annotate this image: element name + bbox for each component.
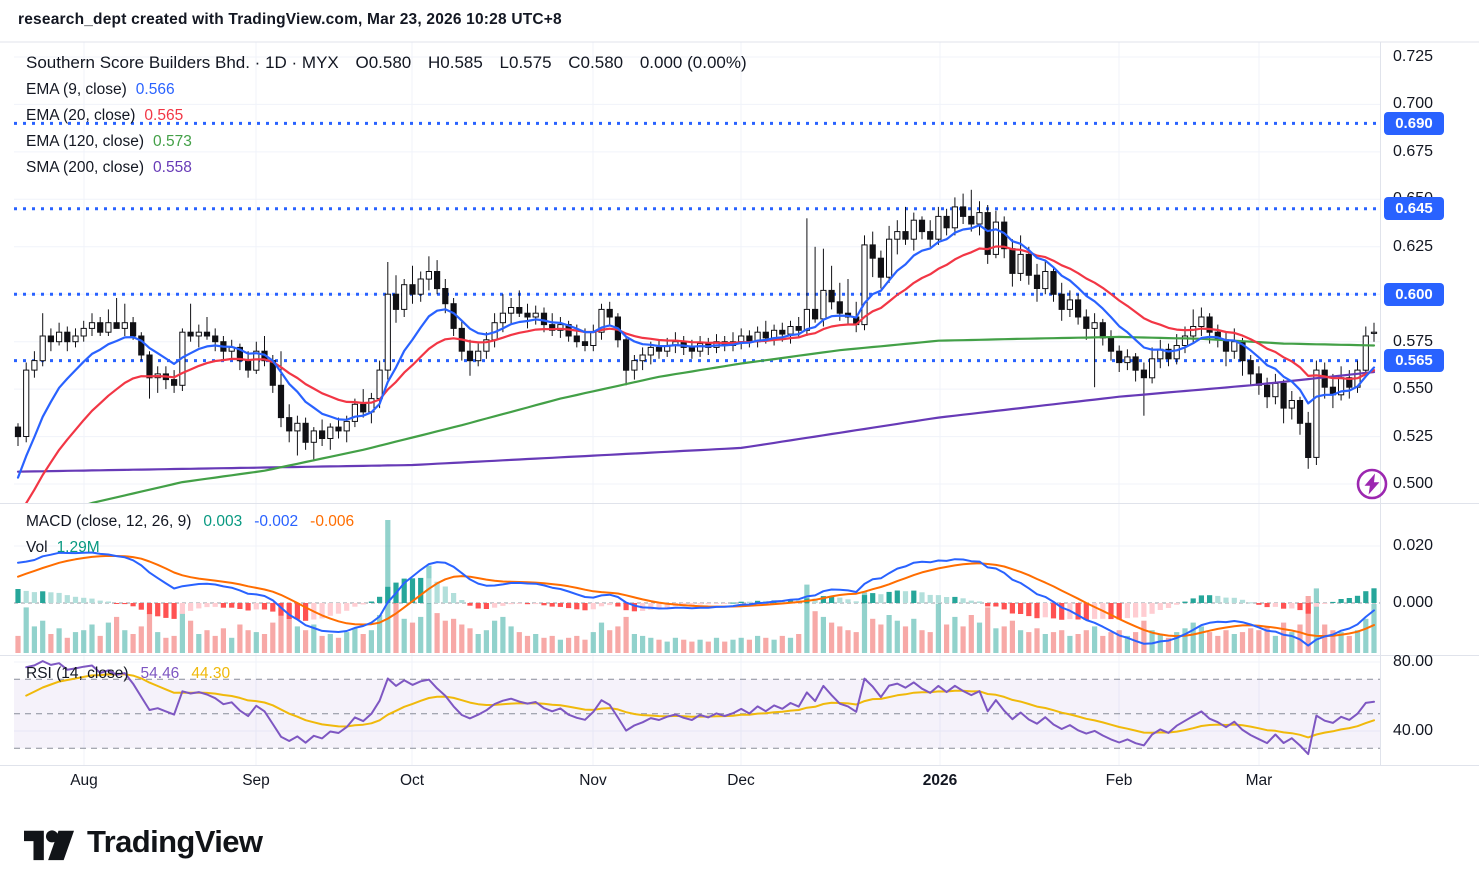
macd-value-2: -0.002 xyxy=(254,513,299,530)
indicator-value: 0.565 xyxy=(144,107,184,124)
macd-axis-label: 0.020 xyxy=(1393,537,1434,554)
price-axis-label: 0.625 xyxy=(1393,237,1434,255)
price-axis-label: 0.525 xyxy=(1393,427,1434,445)
price-axis-label: 0.575 xyxy=(1393,332,1434,350)
macd-legend-row[interactable]: MACD (close, 12, 26, 9) 0.003 -0.002 -0.006 xyxy=(26,512,354,532)
legend-indicator-row-3[interactable]: EMA (120, close) 0.573 xyxy=(26,132,192,152)
rsi-value-2: 44.30 xyxy=(191,665,231,682)
time-axis-label-aug: Aug xyxy=(70,772,98,789)
volume-legend-row[interactable]: Vol 1.29M xyxy=(26,538,100,558)
symbol-title: Southern Score Builders Bhd. · 1D · MYX xyxy=(26,53,339,72)
volume-bars xyxy=(15,520,1377,653)
macd-label: MACD (close, 12, 26, 9) xyxy=(26,513,192,530)
macd-value-3: -0.006 xyxy=(310,513,355,530)
macd-value-1: 0.003 xyxy=(203,513,243,530)
time-axis-label-dec: Dec xyxy=(727,772,755,789)
indicator-value: 0.573 xyxy=(153,133,192,150)
rsi-legend-row[interactable]: RSI (14, close) 54.46 44.30 xyxy=(26,664,230,684)
legend-indicator-row-4[interactable]: SMA (200, close) 0.558 xyxy=(26,158,192,178)
price-axis[interactable]: 0.7250.7000.6750.6500.6250.5750.5500.525… xyxy=(1380,0,1479,800)
indicator-value: 0.566 xyxy=(135,81,175,98)
rsi-axis-label: 80.00 xyxy=(1393,653,1434,670)
legend-indicator-row-2[interactable]: EMA (20, close) 0.565 xyxy=(26,106,183,126)
price-level-badge: 0.690 xyxy=(1384,111,1444,135)
header-text: research_dept created with TradingView.c… xyxy=(18,11,562,28)
time-axis-label-feb: Feb xyxy=(1105,772,1133,789)
indicator-label: EMA (120, close) xyxy=(26,133,145,150)
candles xyxy=(14,189,1378,469)
flash-boost-button[interactable] xyxy=(1354,466,1390,502)
time-axis-label-mar: Mar xyxy=(1245,772,1273,789)
ohlc-close: C0.580 xyxy=(568,53,624,72)
symbol-legend-row[interactable]: Southern Score Builders Bhd. · 1D · MYX … xyxy=(26,53,747,73)
lightning-icon xyxy=(1356,468,1388,500)
ohlc-high: H0.585 xyxy=(427,53,483,72)
ohlc-open: O0.580 xyxy=(355,53,412,72)
price-axis-label: 0.725 xyxy=(1393,48,1434,65)
macd-axis-label: 0.000 xyxy=(1393,594,1434,611)
volume-value: 1.29M xyxy=(56,539,100,556)
indicator-label: SMA (200, close) xyxy=(26,159,145,176)
price-level-badge: 0.565 xyxy=(1384,349,1444,373)
rsi-axis-label: 40.00 xyxy=(1393,722,1434,739)
indicator-label: EMA (9, close) xyxy=(26,81,127,98)
change-value: 0.000 (0.00%) xyxy=(639,53,747,72)
volume-label: Vol xyxy=(26,539,48,556)
time-axis[interactable]: Aug Sep Oct Nov Dec 2026 Feb Mar xyxy=(0,765,1479,801)
time-axis-label-oct: Oct xyxy=(399,772,425,789)
macd-histogram xyxy=(15,577,1377,621)
ohlc-low: L0.575 xyxy=(499,53,552,72)
rsi-value-1: 54.46 xyxy=(140,665,180,682)
rsi-label: RSI (14, close) xyxy=(26,665,129,682)
legend-indicator-row-1[interactable]: EMA (9, close) 0.566 xyxy=(26,80,175,100)
tradingview-logo-text: TradingView xyxy=(87,824,263,859)
indicator-label: EMA (20, close) xyxy=(26,107,136,124)
price-axis-label: 0.675 xyxy=(1393,142,1434,160)
price-level-badge: 0.600 xyxy=(1384,282,1444,306)
time-axis-label-2026: 2026 xyxy=(922,772,958,789)
indicator-value: 0.558 xyxy=(153,159,192,176)
price-level-badge: 0.645 xyxy=(1384,197,1444,221)
time-axis-label-nov: Nov xyxy=(579,772,607,789)
time-axis-label-sep: Sep xyxy=(242,772,270,789)
price-axis-label: 0.500 xyxy=(1393,475,1434,492)
price-axis-label: 0.700 xyxy=(1393,95,1434,113)
tradingview-logo[interactable]: TradingView xyxy=(24,822,263,862)
price-axis-label: 0.550 xyxy=(1393,380,1434,398)
tradingview-logo-icon xyxy=(24,830,74,861)
